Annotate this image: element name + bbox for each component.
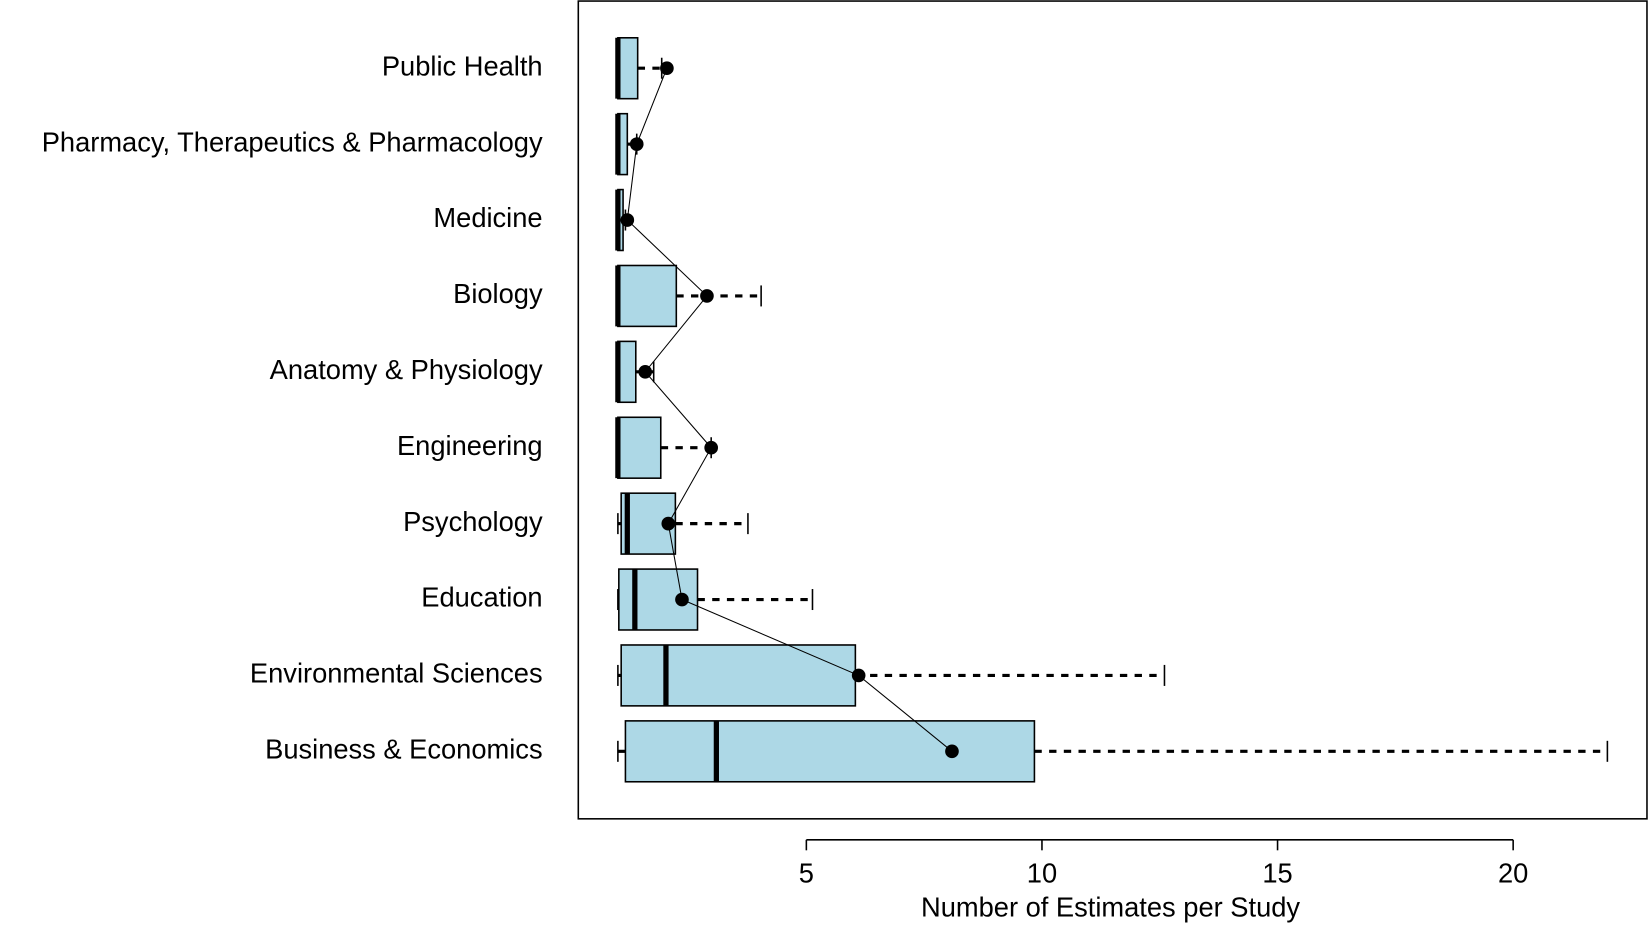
mean-point [660,61,674,76]
box [624,720,1036,783]
y-tick-label: Public Health [382,50,543,81]
mean-line [626,68,953,752]
x-tick-label: 20 [1498,858,1528,889]
y-tick-label: Business & Economics [265,734,542,765]
mean-point [620,213,635,227]
box [617,37,639,100]
y-tick-label: Environmental Sciences [250,658,543,689]
x-tick-label: 15 [1262,858,1292,889]
x-tick-label: 5 [799,858,814,889]
y-tick-label: Medicine [433,202,542,233]
mean-point [638,365,653,379]
plot-frame [577,0,1648,820]
y-tick-label: Psychology [403,506,543,537]
box [620,644,857,707]
mean-point [704,440,719,455]
box [617,264,678,328]
box [617,340,637,404]
y-tick-label: Engineering [397,430,543,461]
mean-point [629,137,644,151]
mean-point [945,744,959,759]
mean-point [700,289,714,303]
y-tick-label: Pharmacy, Therapeutics & Pharmacology [42,126,543,157]
mean-point [851,668,866,683]
y-tick-label: Anatomy & Physiology [270,354,543,385]
box [617,416,662,479]
x-axis-label: Number of Estimates per Study [921,891,1300,922]
x-tick-label: 10 [1027,858,1057,889]
y-tick-label: Education [421,582,542,613]
mean-point [661,516,676,531]
y-tick-label: Biology [453,278,543,309]
mean-point [675,592,689,607]
